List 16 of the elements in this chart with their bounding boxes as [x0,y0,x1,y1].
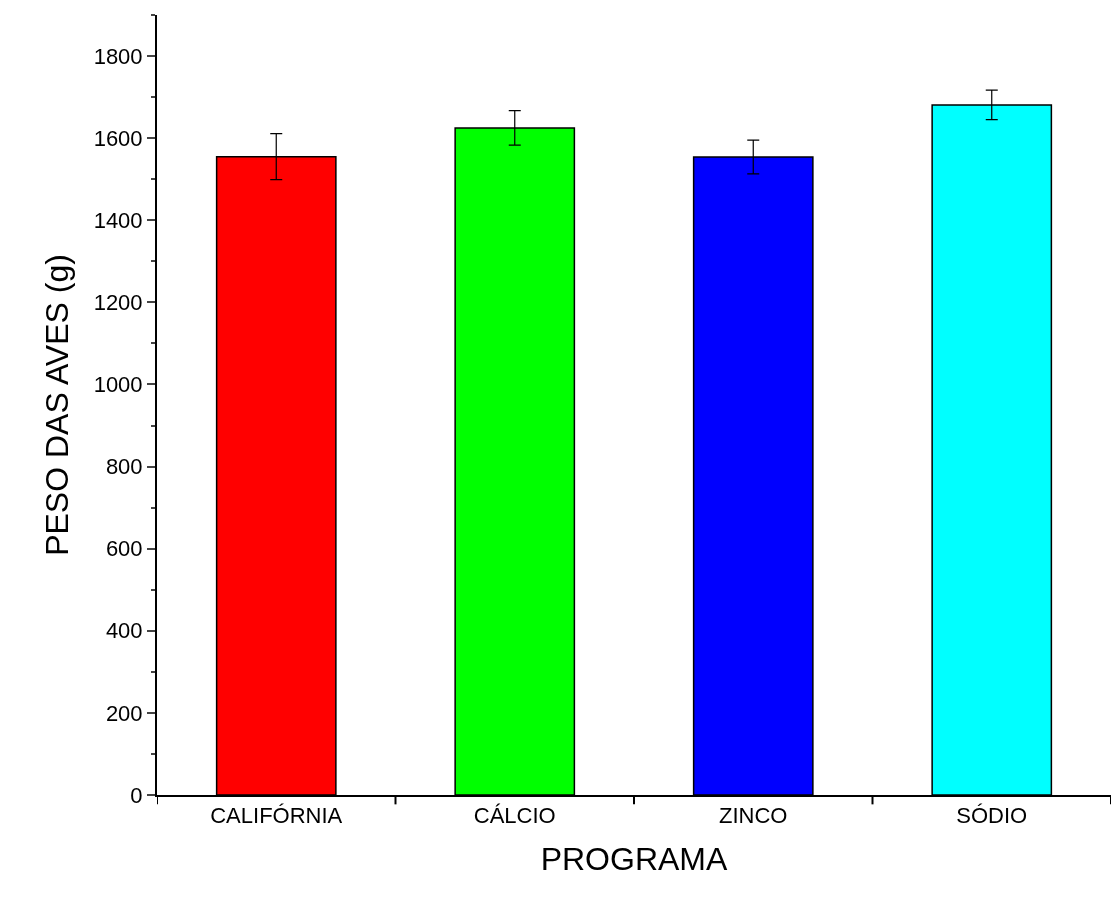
y-axis-title: PESO DAS AVES (g) [39,254,76,556]
y-tick-label: 1200 [93,290,143,316]
y-tick-label: 200 [105,700,143,726]
y-tick-label: 1400 [93,207,143,233]
y-tick-label: 1800 [93,43,143,69]
y-tick-label: 0 [130,782,143,808]
x-tick-label: ZINCO [719,803,788,829]
x-tick-label: SÓDIO [956,803,1028,829]
x-tick-label: CALIFÓRNIA [210,803,343,829]
x-tick-label: CÁLCIO [473,803,556,829]
x-axis-title: PROGRAMA [540,840,728,877]
y-tick-label: 1000 [93,372,143,398]
y-tick-label: 800 [105,454,143,480]
y-tick-label: 600 [105,536,143,562]
y-tick-label: 1600 [93,125,143,151]
y-tick-label: 400 [105,618,143,644]
